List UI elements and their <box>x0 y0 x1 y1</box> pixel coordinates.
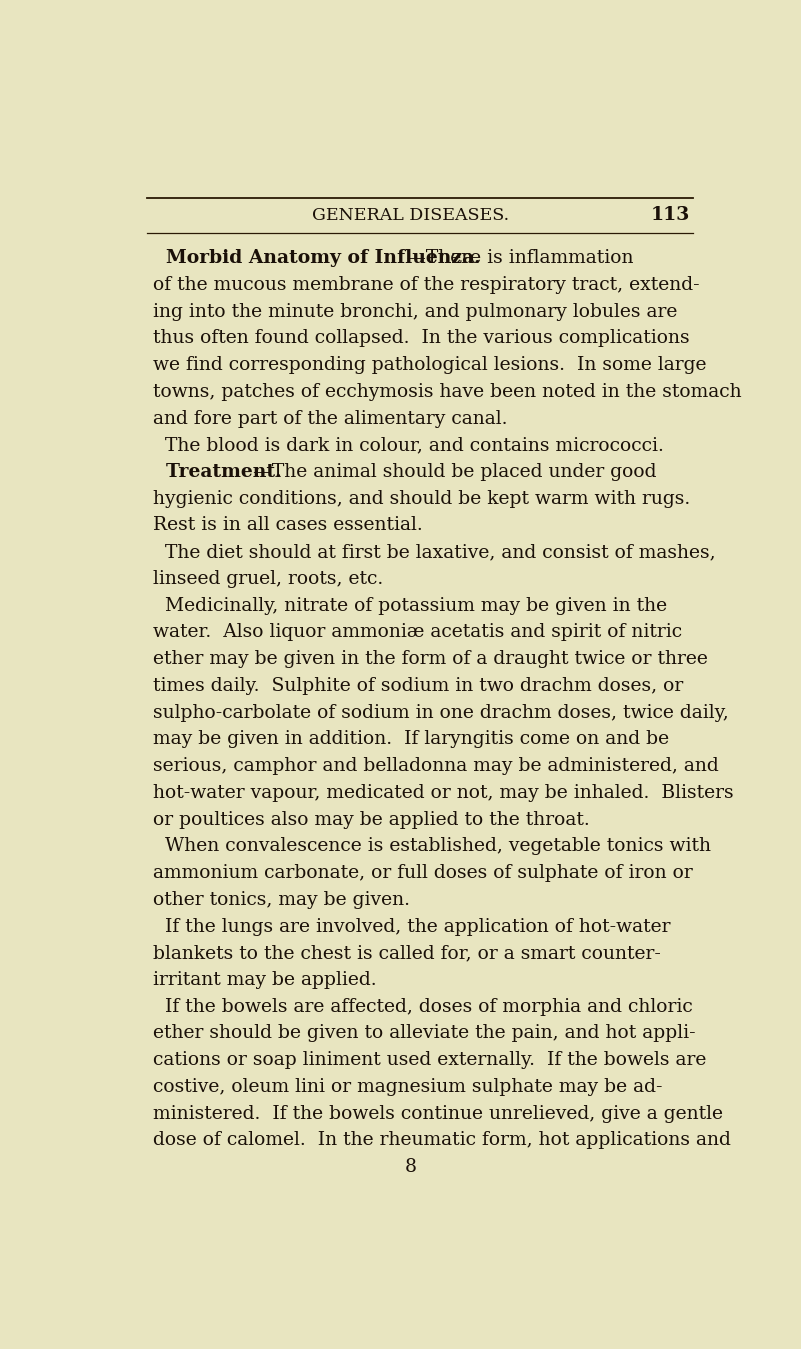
Text: serious, camphor and belladonna may be administered, and: serious, camphor and belladonna may be a… <box>153 757 718 776</box>
Text: sulpho-carbolate of sodium in one drachm doses, twice daily,: sulpho-carbolate of sodium in one drachm… <box>153 704 729 722</box>
Text: cations or soap liniment used externally.  If the bowels are: cations or soap liniment used externally… <box>153 1051 706 1070</box>
Text: may be given in addition.  If laryngitis come on and be: may be given in addition. If laryngitis … <box>153 730 669 749</box>
Text: other tonics, may be given.: other tonics, may be given. <box>153 890 410 909</box>
Text: If the lungs are involved, the application of hot-water: If the lungs are involved, the applicati… <box>153 917 670 936</box>
Text: —There is inflammation: —There is inflammation <box>407 250 634 267</box>
Text: —The animal should be placed under good: —The animal should be placed under good <box>252 463 656 482</box>
Text: blankets to the chest is called for, or a smart counter-: blankets to the chest is called for, or … <box>153 944 661 962</box>
Text: dose of calomel.  In the rheumatic form, hot applications and: dose of calomel. In the rheumatic form, … <box>153 1132 731 1149</box>
Text: If the bowels are affected, doses of morphia and chloric: If the bowels are affected, doses of mor… <box>153 998 693 1016</box>
Text: water.  Also liquor ammoniæ acetatis and spirit of nitric: water. Also liquor ammoniæ acetatis and … <box>153 623 682 641</box>
Text: ether may be given in the form of a draught twice or three: ether may be given in the form of a drau… <box>153 650 708 668</box>
Text: The blood is dark in colour, and contains micrococci.: The blood is dark in colour, and contain… <box>153 436 664 455</box>
Text: of the mucous membrane of the respiratory tract, extend-: of the mucous membrane of the respirator… <box>153 275 699 294</box>
Text: or poultices also may be applied to the throat.: or poultices also may be applied to the … <box>153 811 590 828</box>
Text: Treatment.: Treatment. <box>153 463 281 482</box>
Text: When convalescence is established, vegetable tonics with: When convalescence is established, veget… <box>153 838 711 855</box>
Text: ether should be given to alleviate the pain, and hot appli-: ether should be given to alleviate the p… <box>153 1024 695 1043</box>
Text: ministered.  If the bowels continue unrelieved, give a gentle: ministered. If the bowels continue unrel… <box>153 1105 723 1122</box>
Text: Morbid Anatomy of Influenza.: Morbid Anatomy of Influenza. <box>153 250 481 267</box>
Text: The diet should at first be laxative, and consist of mashes,: The diet should at first be laxative, an… <box>153 544 715 561</box>
Text: thus often found collapsed.  In the various complications: thus often found collapsed. In the vario… <box>153 329 690 347</box>
Text: ing into the minute bronchi, and pulmonary lobules are: ing into the minute bronchi, and pulmona… <box>153 302 678 321</box>
Text: and fore part of the alimentary canal.: and fore part of the alimentary canal. <box>153 410 507 428</box>
Text: towns, patches of ecchymosis have been noted in the stomach: towns, patches of ecchymosis have been n… <box>153 383 742 401</box>
Text: 113: 113 <box>650 206 690 224</box>
Text: Rest is in all cases essential.: Rest is in all cases essential. <box>153 517 423 534</box>
Text: linseed gruel, roots, etc.: linseed gruel, roots, etc. <box>153 571 383 588</box>
Text: times daily.  Sulphite of sodium in two drachm doses, or: times daily. Sulphite of sodium in two d… <box>153 677 683 695</box>
Text: irritant may be applied.: irritant may be applied. <box>153 971 376 989</box>
Text: hygienic conditions, and should be kept warm with rugs.: hygienic conditions, and should be kept … <box>153 490 690 507</box>
Text: ammonium carbonate, or full doses of sulphate of iron or: ammonium carbonate, or full doses of sul… <box>153 865 693 882</box>
Text: 8: 8 <box>405 1159 417 1176</box>
Text: GENERAL DISEASES.: GENERAL DISEASES. <box>312 206 509 224</box>
Text: costive, oleum lini or magnesium sulphate may be ad-: costive, oleum lini or magnesium sulphat… <box>153 1078 662 1095</box>
Text: hot-water vapour, medicated or not, may be inhaled.  Blisters: hot-water vapour, medicated or not, may … <box>153 784 734 801</box>
Text: Medicinally, nitrate of potassium may be given in the: Medicinally, nitrate of potassium may be… <box>153 596 667 615</box>
Text: we find corresponding pathological lesions.  In some large: we find corresponding pathological lesio… <box>153 356 706 374</box>
